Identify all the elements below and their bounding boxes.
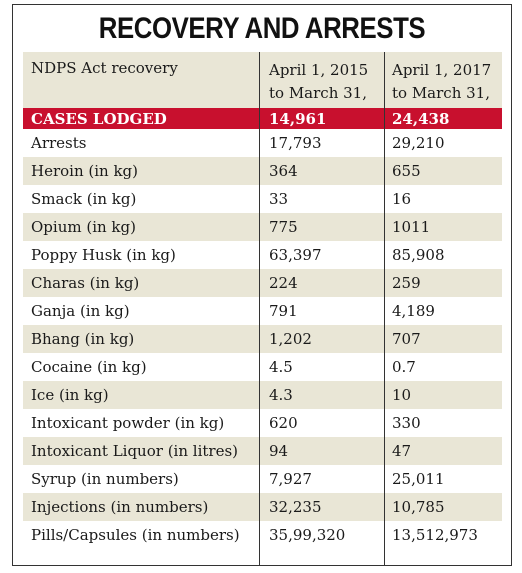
table-row: Heroin (in kg) 364 655 [23,157,502,185]
table-row: Bhang (in kg) 1,202 707 [23,325,502,353]
row-label: Ice (in kg) [31,386,109,404]
row-value-2017-2019: 4,189 [392,302,435,320]
row-value-2017-2019: 29,210 [392,134,445,152]
table-row: Opium (in kg) 775 1011 [23,213,502,241]
table-row: Ganja (in kg) 791 4,189 [23,297,502,325]
row-value-2017-2019: 13,512,973 [392,526,478,544]
row-value-2017-2019: 85,908 [392,246,445,264]
row-label: Charas (in kg) [31,274,140,292]
table-row: Charas (in kg) 224 259 [23,269,502,297]
table-row: Arrests 17,793 29,210 [23,129,502,157]
table-header-row: NDPS Act recovery April 1, 2015 to March… [23,52,502,125]
table-row: Smack (in kg) 33 16 [23,185,502,213]
row-value-2015-2017: 7,927 [269,470,312,488]
table-row: Ice (in kg) 4.3 10 [23,381,502,409]
row-label: Intoxicant Liquor (in litres) [31,442,238,460]
recovery-table: NDPS Act recovery April 1, 2015 to March… [23,52,502,549]
row-value-2017-2019: 707 [392,330,421,348]
column-divider [384,52,385,566]
row-value-2017-2019: 25,011 [392,470,445,488]
row-value-2017-2019: 10 [392,386,412,404]
row-label: Heroin (in kg) [31,162,139,180]
header-col-recovery: NDPS Act recovery [31,59,178,77]
row-value-2017-2019: 10,785 [392,498,445,516]
column-divider [259,52,260,566]
row-value-2015-2017: 14,961 [269,109,327,128]
row-value-2017-2019: 655 [392,162,421,180]
table-row: Intoxicant powder (in kg) 620 330 [23,409,502,437]
row-label: Injections (in numbers) [31,498,209,516]
row-label: CASES LODGED [31,109,167,128]
row-label: Syrup (in numbers) [31,470,179,488]
row-value-2015-2017: 63,397 [269,246,322,264]
row-label: Cocaine (in kg) [31,358,147,376]
row-value-2015-2017: 364 [269,162,298,180]
row-label: Poppy Husk (in kg) [31,246,176,264]
row-value-2015-2017: 33 [269,190,289,208]
table-title: RECOVERY AND ARRESTS [98,12,426,45]
table-row: Syrup (in numbers) 7,927 25,011 [23,465,502,493]
row-value-2015-2017: 224 [269,274,298,292]
table-row: Cocaine (in kg) 4.5 0.7 [23,353,502,381]
row-value-2017-2019: 24,438 [392,109,450,128]
row-value-2015-2017: 4.3 [269,386,293,404]
row-label: Ganja (in kg) [31,302,130,320]
row-value-2015-2017: 1,202 [269,330,312,348]
table-row: Pills/Capsules (in numbers) 35,99,320 13… [23,521,502,549]
row-value-2015-2017: 775 [269,218,298,236]
row-value-2015-2017: 32,235 [269,498,322,516]
row-value-2015-2017: 791 [269,302,298,320]
row-value-2015-2017: 4.5 [269,358,293,376]
row-value-2017-2019: 1011 [392,218,431,236]
row-value-2015-2017: 94 [269,442,289,460]
row-value-2017-2019: 259 [392,274,421,292]
row-label: Intoxicant powder (in kg) [31,414,225,432]
row-value-2015-2017: 17,793 [269,134,322,152]
row-value-2017-2019: 47 [392,442,412,460]
row-label: Smack (in kg) [31,190,137,208]
row-label: Opium (in kg) [31,218,136,236]
table-row-cases-lodged: CASES LODGED 14,961 24,438 [23,108,502,129]
row-value-2017-2019: 0.7 [392,358,416,376]
row-label: Arrests [31,134,87,152]
table-row: Injections (in numbers) 32,235 10,785 [23,493,502,521]
row-label: Pills/Capsules (in numbers) [31,526,240,544]
row-value-2015-2017: 35,99,320 [269,526,346,544]
table-row: Intoxicant Liquor (in litres) 94 47 [23,437,502,465]
row-value-2015-2017: 620 [269,414,298,432]
row-value-2017-2019: 16 [392,190,412,208]
row-label: Bhang (in kg) [31,330,135,348]
table-frame: RECOVERY AND ARRESTS NDPS Act recovery A… [12,4,512,566]
table-row: Poppy Husk (in kg) 63,397 85,908 [23,241,502,269]
row-value-2017-2019: 330 [392,414,421,432]
